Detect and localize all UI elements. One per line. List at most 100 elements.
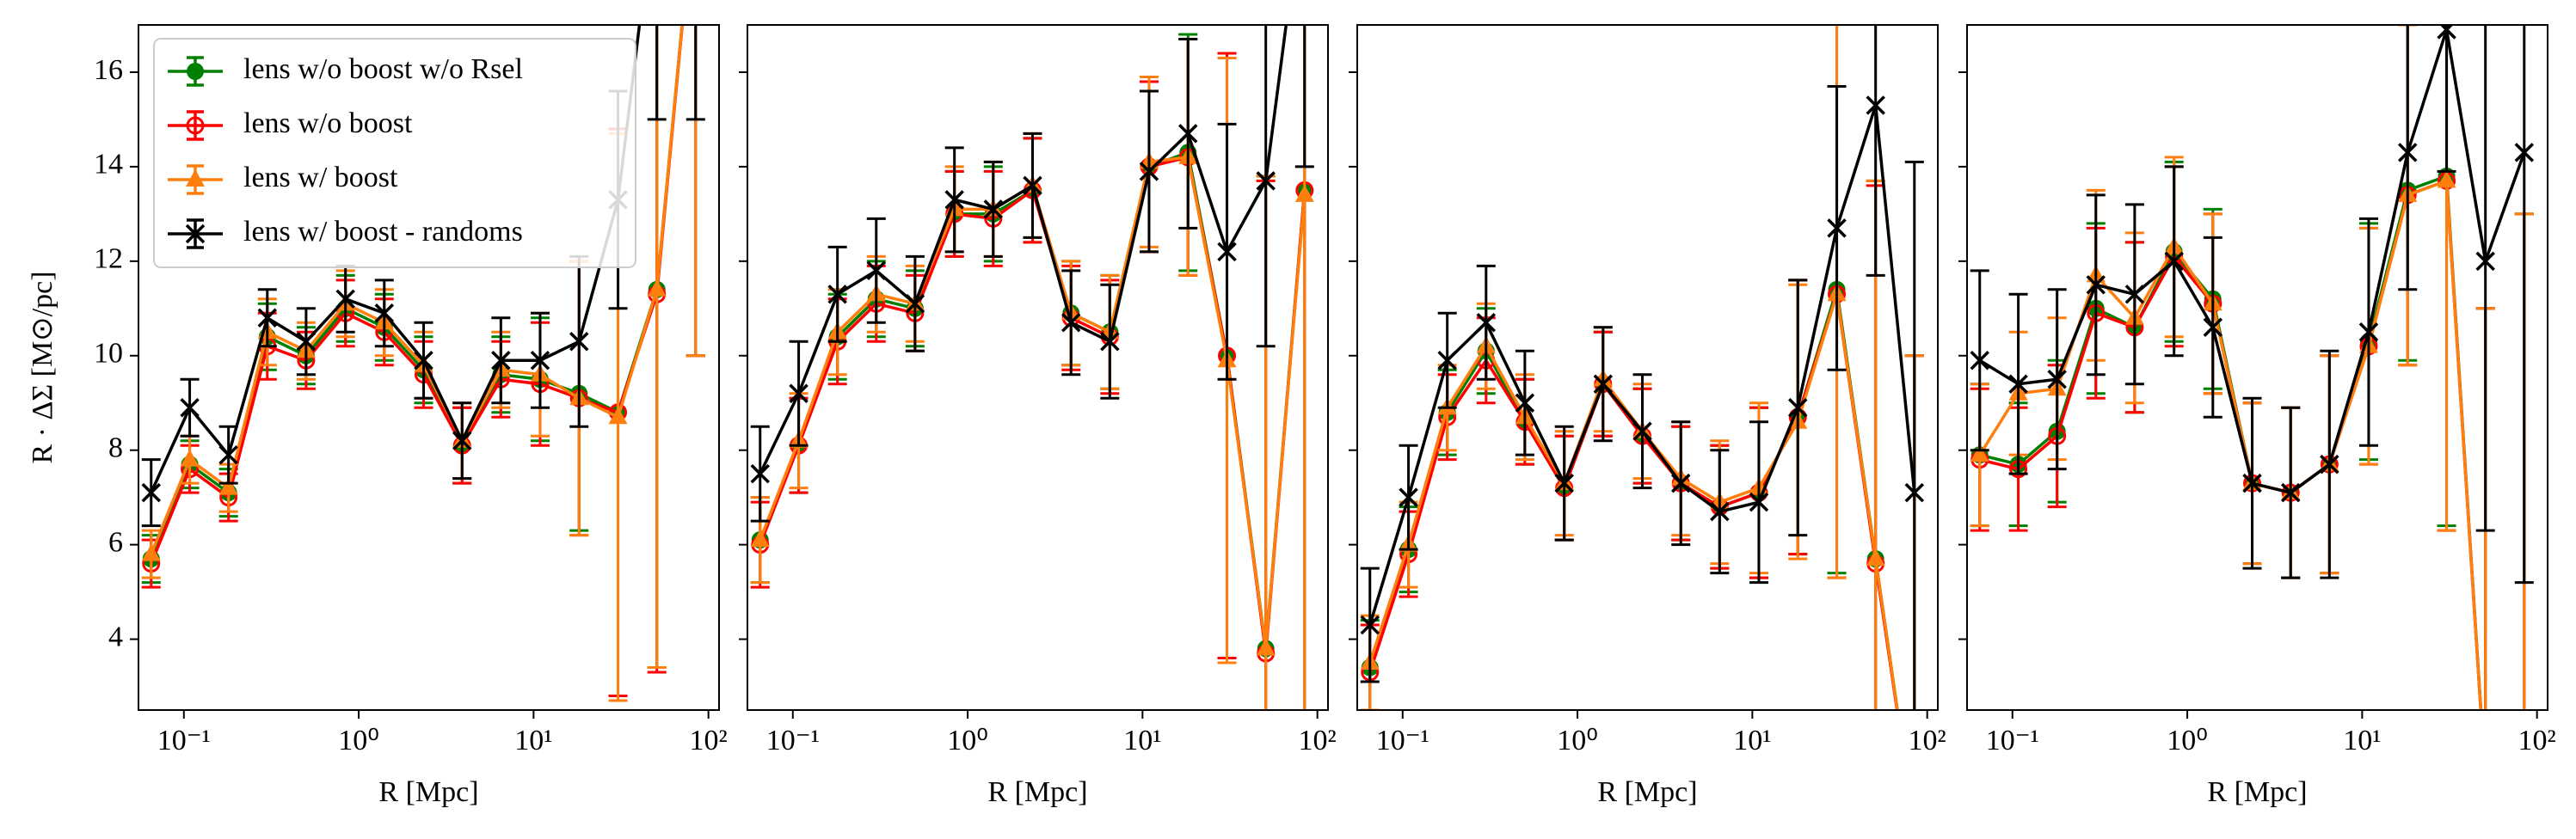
marker	[2476, 770, 2495, 787]
marker	[530, 351, 550, 371]
marker	[789, 383, 808, 403]
error-bar	[1866, 25, 1885, 277]
y-tick-label: 4	[108, 621, 123, 652]
marker	[2164, 251, 2184, 272]
y-tick-label: 8	[108, 432, 123, 463]
marker	[2516, 772, 2533, 789]
marker	[1866, 95, 1885, 115]
marker	[944, 190, 964, 210]
series	[750, 25, 1313, 710]
series	[750, 25, 1314, 710]
series	[750, 25, 1314, 710]
series	[1970, 25, 2535, 585]
marker	[187, 63, 204, 80]
marker	[2242, 473, 2262, 493]
marker	[218, 444, 238, 465]
marker	[186, 116, 205, 135]
x-axis-label: R [Mpc]	[1597, 776, 1697, 808]
plot-area	[1360, 25, 1925, 836]
legend-label: lens w/ boost - randoms	[243, 216, 523, 248]
marker	[185, 224, 206, 244]
marker	[2478, 773, 2493, 788]
legend: lens w/o boost w/o Rsel lens w/o boost len…	[153, 38, 636, 268]
marker	[1437, 351, 1457, 371]
legend-label: lens w/o boost	[243, 107, 413, 139]
y-axis-label: R · ΔΣ [M⊙/pc]	[27, 271, 58, 463]
marker	[2358, 322, 2379, 342]
error-bar	[685, 25, 705, 358]
marker	[186, 169, 205, 187]
marker	[335, 289, 355, 309]
y-tick-label: 10	[94, 338, 123, 370]
marker	[1100, 332, 1120, 352]
marker	[866, 260, 887, 281]
x-axis-label: R [Mpc]	[987, 776, 1087, 808]
marker	[1906, 819, 1923, 836]
marker	[1827, 218, 1847, 238]
marker	[2047, 370, 2067, 389]
error-bar	[2514, 25, 2534, 585]
marker	[180, 397, 200, 418]
marker	[2437, 170, 2456, 188]
x-tick-label: 10¹	[514, 725, 552, 756]
x-tick-label: 10⁻¹	[157, 725, 211, 756]
marker	[608, 407, 628, 425]
marker	[2320, 454, 2339, 475]
marker	[1554, 473, 1574, 493]
x-axis-label: R [Mpc]	[378, 776, 478, 808]
x-tick-label: 10²	[690, 725, 728, 756]
marker	[2517, 773, 2532, 788]
x-axis-label: R [Mpc]	[2207, 776, 2307, 808]
x-tick-label: 10¹	[2343, 725, 2381, 756]
marker	[1866, 548, 1885, 566]
marker	[1217, 242, 1237, 262]
marker	[2280, 482, 2301, 503]
error-bar	[685, 25, 705, 121]
marker	[491, 351, 511, 371]
marker	[827, 285, 847, 304]
marker	[2477, 772, 2494, 789]
y-tick-label: 16	[94, 54, 123, 86]
legend-box	[153, 38, 636, 268]
marker	[2008, 374, 2028, 394]
series	[750, 25, 1314, 523]
axes-frame	[747, 24, 1329, 711]
marker	[1970, 444, 1989, 462]
legend-label: lens w/ boost	[243, 162, 398, 193]
marker	[2398, 143, 2418, 162]
error-bar	[647, 25, 667, 121]
marker	[141, 482, 161, 503]
marker	[1360, 615, 1380, 635]
marker	[257, 308, 278, 328]
x-tick-label: 10¹	[1733, 725, 1771, 756]
marker	[1905, 818, 1924, 835]
x-tick-label: 10¹	[1123, 725, 1161, 756]
marker	[1907, 820, 1922, 836]
marker	[2203, 317, 2223, 338]
marker	[2124, 285, 2145, 304]
marker	[1399, 487, 1418, 507]
series	[1360, 25, 1925, 710]
marker	[983, 199, 1004, 219]
marker	[1710, 501, 1730, 522]
marker	[1904, 482, 1925, 503]
x-tick-label: 10⁰	[2167, 725, 2208, 756]
marker	[647, 279, 667, 297]
x-tick-label: 10⁻¹	[766, 725, 820, 756]
y-tick-label: 12	[94, 243, 123, 275]
x-tick-label: 10²	[1299, 725, 1337, 756]
axes-frame	[1356, 24, 1939, 711]
marker	[1788, 397, 1808, 418]
marker	[1256, 638, 1276, 656]
marker	[414, 351, 433, 371]
marker	[2086, 275, 2106, 295]
marker	[905, 294, 925, 314]
marker	[1139, 162, 1159, 181]
error-bar	[1294, 25, 1314, 168]
marker	[569, 332, 589, 352]
marker	[2475, 251, 2495, 272]
y-tick-label: 6	[108, 526, 123, 558]
marker	[1023, 175, 1042, 196]
marker	[1970, 351, 1989, 371]
